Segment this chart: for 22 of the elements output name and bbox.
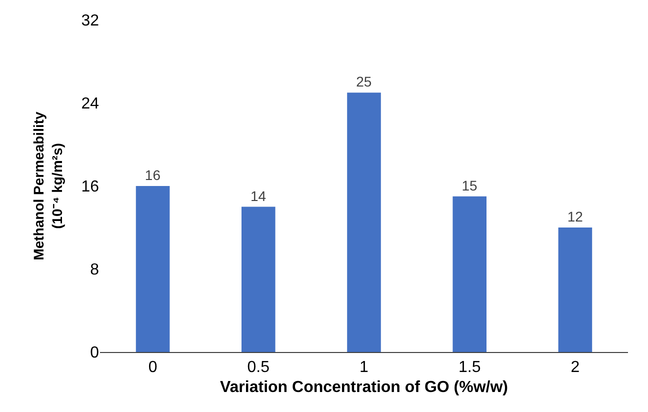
bar: [242, 206, 276, 352]
data-label: 12: [567, 208, 584, 224]
data-label: 16: [144, 167, 161, 183]
x-tick-label: 2: [570, 359, 580, 376]
x-tick-label: 0: [148, 359, 158, 376]
y-tick-label: 32: [81, 12, 100, 30]
data-label: 14: [250, 188, 266, 204]
bar: [452, 196, 486, 352]
y-tick-label: 24: [81, 96, 100, 113]
x-tick-label: 1.5: [458, 359, 481, 376]
bar: [558, 228, 592, 352]
y-tick-label: 16: [81, 178, 100, 196]
data-label: 15: [462, 177, 478, 194]
bar: [136, 186, 170, 352]
y-axis-title: Methanol Permeability (10⁻⁴ kg/m²s): [30, 111, 65, 260]
bar: [347, 92, 381, 352]
y-tick-label: 0: [90, 344, 100, 362]
x-tick-label: 1: [360, 359, 369, 376]
x-tick-label: 0.5: [247, 359, 270, 376]
y-tick-label: 8: [90, 262, 100, 279]
data-label: 25: [356, 74, 372, 90]
x-axis-title: Variation Concentration of GO (%w/w): [220, 378, 508, 396]
